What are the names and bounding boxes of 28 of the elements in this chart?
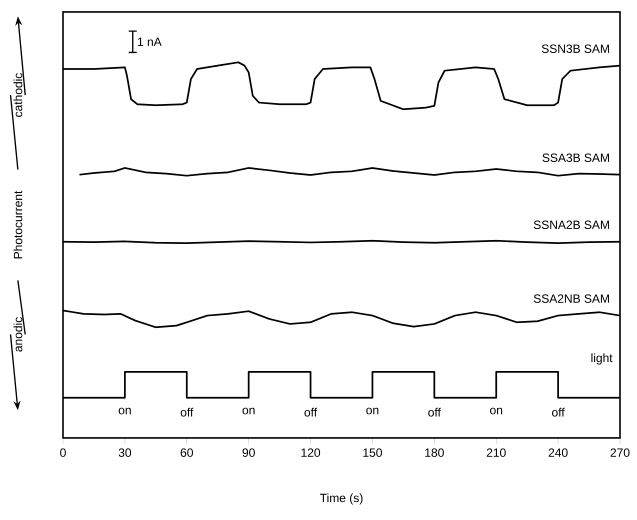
x-tick-label: 240 — [548, 448, 568, 457]
x-tick-label: 270 — [610, 448, 630, 457]
text: 1 nA — [138, 38, 162, 46]
series-label: SSN3B SAM — [542, 44, 609, 53]
x-tick-label: 90 — [242, 448, 255, 457]
text: off — [180, 408, 194, 417]
series-label: SSNA2B SAM — [534, 220, 609, 230]
text: on — [242, 408, 255, 414]
text: cathodic — [13, 73, 22, 117]
y-axis-title: Photocurrent — [13, 190, 22, 258]
x-tick-label: 180 — [425, 448, 444, 457]
x-tick-label: 210 — [486, 448, 506, 457]
text: on — [490, 408, 502, 414]
x-tick-label: 30 — [118, 448, 132, 457]
text: light — [591, 353, 613, 365]
text: off — [552, 408, 565, 417]
x-tick-label: 150 — [363, 448, 382, 457]
text: off — [304, 408, 318, 417]
x-tick-label: 60 — [180, 448, 193, 457]
text: on — [118, 408, 131, 414]
text: on — [366, 408, 378, 414]
x-tick-label: 0 — [60, 448, 66, 457]
text: anodic — [13, 317, 22, 352]
x-axis-title: Time (s) — [320, 493, 363, 505]
series-label: SSA2NB SAM — [534, 294, 609, 303]
x-tick-label: 120 — [301, 448, 320, 457]
series-label: SSA3B SAM — [542, 153, 609, 162]
text: off — [428, 408, 441, 417]
